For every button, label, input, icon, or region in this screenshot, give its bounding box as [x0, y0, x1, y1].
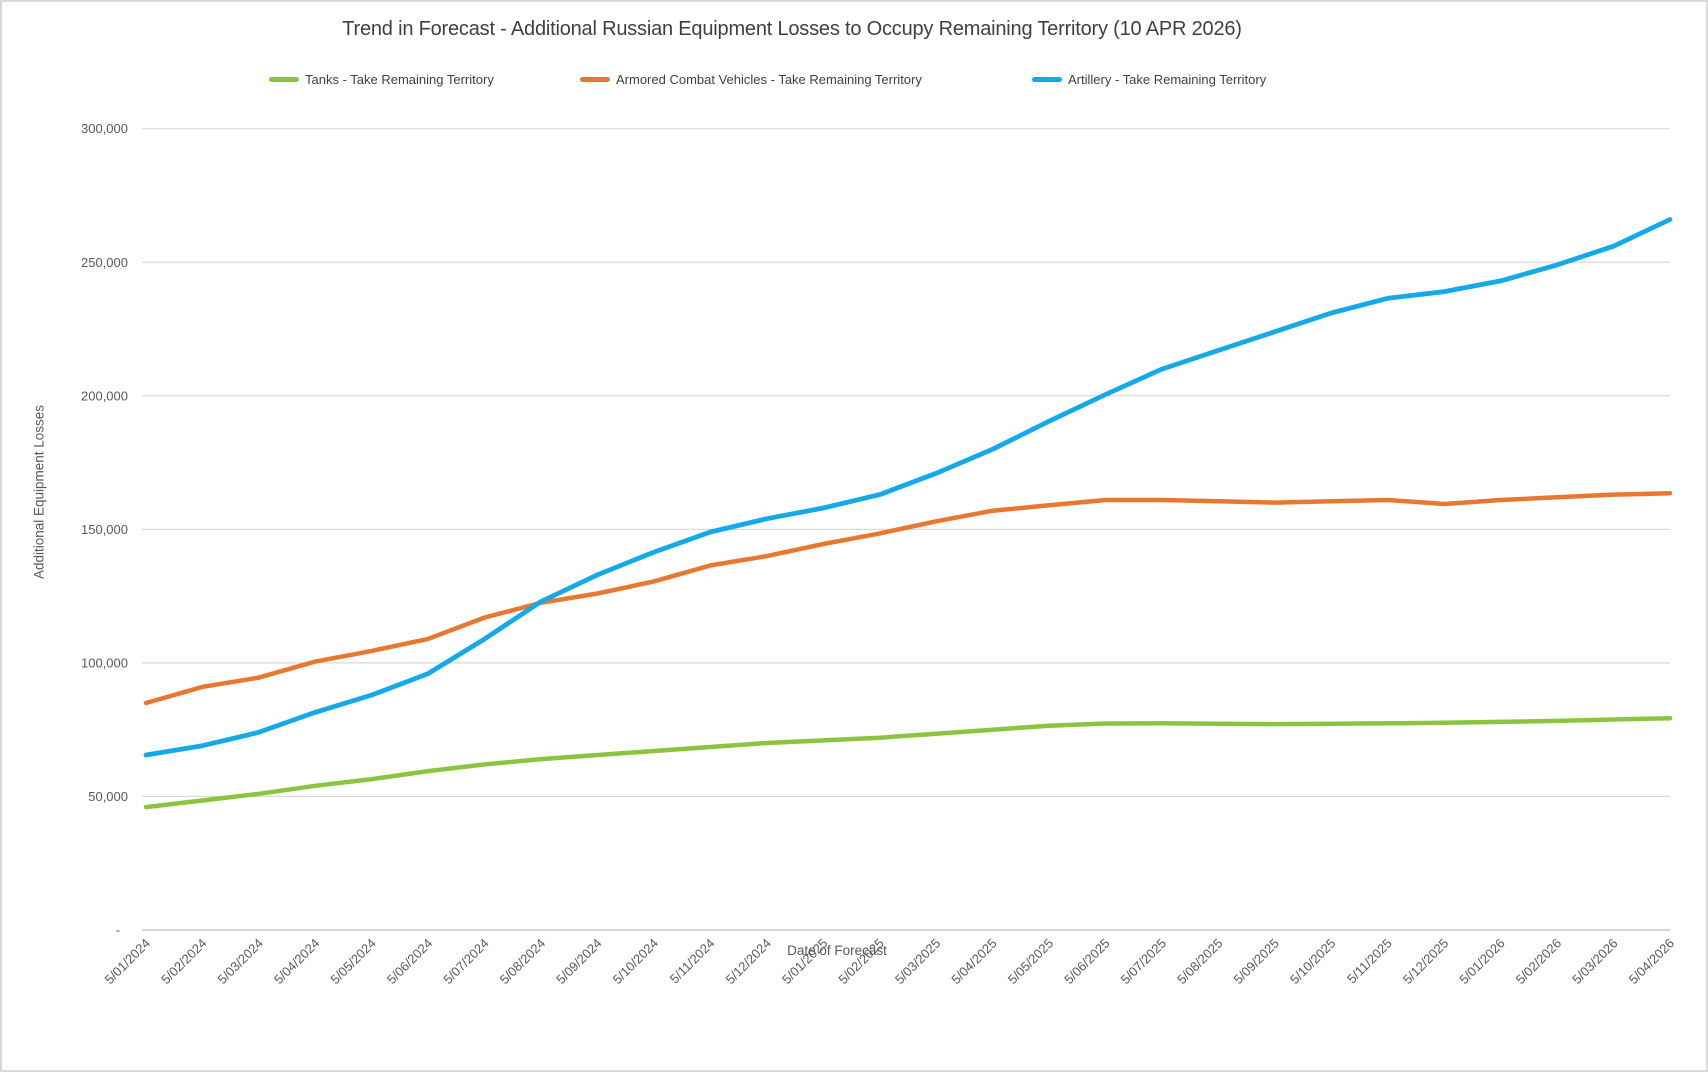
y-tick-label: -	[116, 923, 120, 938]
y-axis-tick-labels: - 50,000 100,000 150,000 200,000 250,000 300,0…	[81, 121, 128, 937]
legend-item-acv: Armored Combat Vehicles - Take Remaining…	[580, 72, 922, 87]
y-tick-label: 100,000	[81, 655, 128, 670]
legend-item-artillery: Artillery - Take Remaining Territory	[1032, 72, 1266, 87]
x-axis-title: Date of Forecast	[787, 943, 887, 958]
legend-label-tanks: Tanks - Take Remaining Territory	[305, 72, 494, 87]
series-line-artillery	[143, 217, 1673, 758]
y-tick-label: 300,000	[81, 121, 128, 136]
series-line-tanks	[143, 715, 1673, 810]
legend-label-acv: Armored Combat Vehicles - Take Remaining…	[616, 72, 922, 87]
chart-title: Trend in Forecast - Additional Russian E…	[342, 18, 1242, 40]
y-tick-label: 150,000	[81, 522, 128, 537]
y-tick-label: 50,000	[88, 789, 128, 804]
legend-swatch-acv	[580, 77, 610, 82]
legend-item-tanks: Tanks - Take Remaining Territory	[269, 72, 494, 87]
series-line-acv	[143, 491, 1673, 706]
legend-label-artillery: Artillery - Take Remaining Territory	[1068, 72, 1267, 87]
y-tick-label: 250,000	[81, 255, 128, 270]
legend-swatch-artillery	[1032, 77, 1062, 82]
y-tick-label: 200,000	[81, 388, 128, 403]
legend-swatch-tanks	[269, 77, 299, 82]
